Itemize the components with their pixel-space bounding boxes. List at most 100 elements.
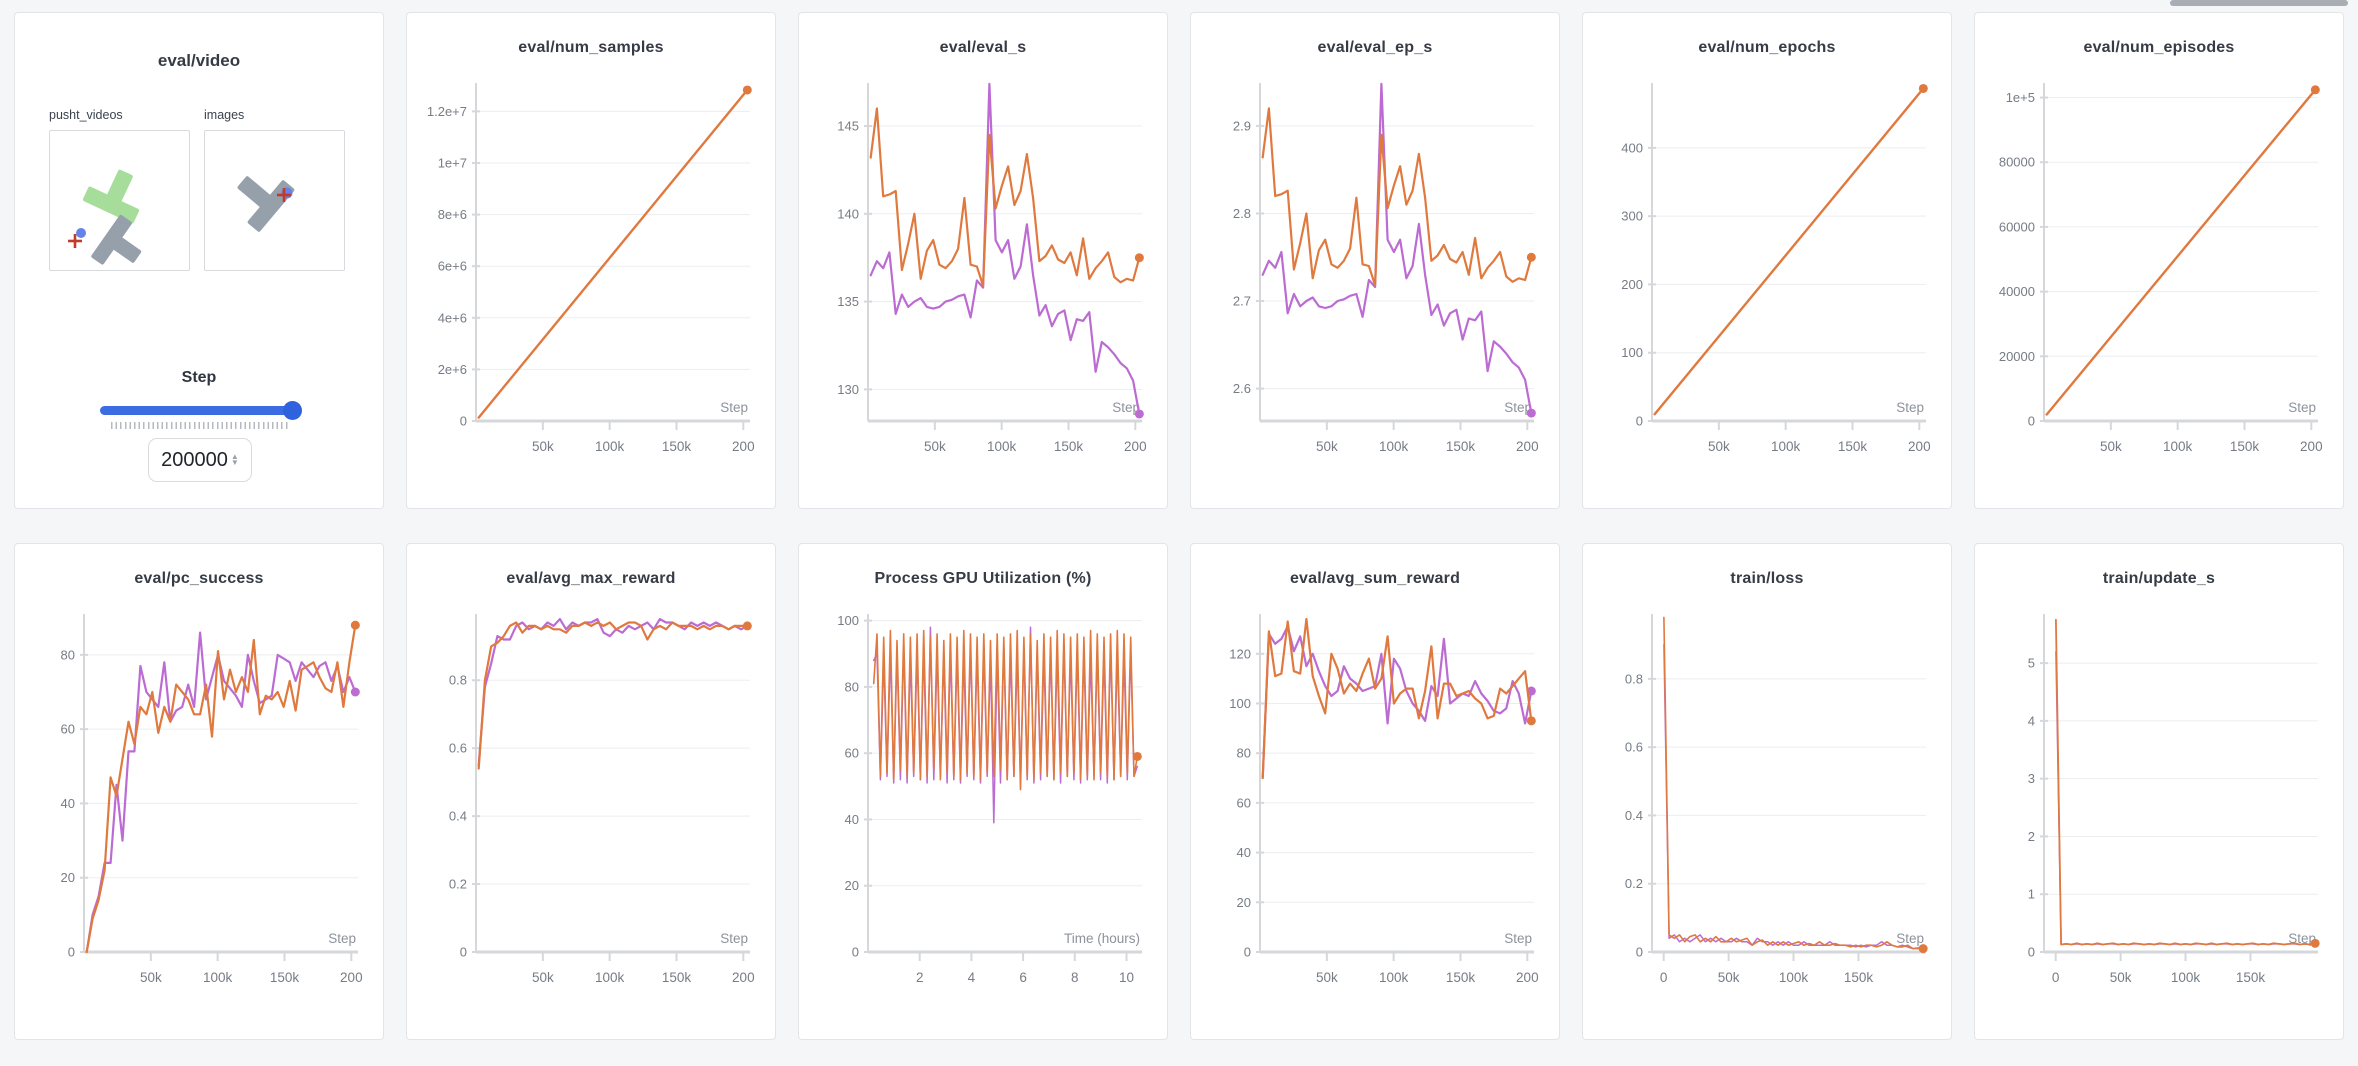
chart-title: Process GPU Utilization (%) — [874, 570, 1092, 587]
thumb-label-images: images — [204, 108, 245, 122]
chart-plot-train-update-s[interactable]: 0 1 2 3 4 5 0 50k 100k 150k Step — [1986, 602, 2332, 1002]
chart-plot-eval-avg-max-reward[interactable]: 0 0.2 0.4 0.6 0.8 50k 100k 150k 200 Step — [418, 602, 764, 1002]
svg-text:100k: 100k — [595, 439, 625, 454]
chart-plot-gpu-utilization[interactable]: 0 20 40 60 80 100 2 4 6 8 10 Time (hours) — [810, 602, 1156, 1002]
svg-text:80000: 80000 — [1999, 155, 2035, 170]
chart-plot-eval-num-epochs[interactable]: 0 100 200 300 400 50k 100k 150k 200 Step — [1594, 71, 1940, 471]
svg-text:2e+6: 2e+6 — [438, 362, 467, 377]
svg-text:60000: 60000 — [1999, 219, 2035, 234]
svg-text:Step: Step — [1112, 400, 1140, 415]
chart-card-eval-avg-max-reward: eval/avg_max_reward 0 0.2 0.4 0.6 0.8 50k 100k… — [406, 543, 776, 1040]
svg-text:1.2e+7: 1.2e+7 — [427, 104, 467, 119]
chart-title: eval/pc_success — [134, 570, 264, 587]
svg-text:150k: 150k — [1844, 970, 1874, 985]
svg-text:120: 120 — [1229, 646, 1251, 661]
svg-text:100k: 100k — [1771, 439, 1801, 454]
chart-plot-eval-eval-s[interactable]: 130 135 140 145 50k 100k 150k 200 Step — [810, 71, 1156, 471]
svg-text:Time (hours): Time (hours) — [1064, 931, 1140, 946]
svg-text:200: 200 — [732, 439, 755, 454]
svg-text:3: 3 — [2028, 771, 2035, 786]
svg-text:80: 80 — [61, 647, 75, 662]
step-slider-track[interactable] — [100, 401, 302, 420]
svg-text:200: 200 — [1124, 439, 1147, 454]
svg-text:0: 0 — [852, 945, 859, 960]
pusht-image-render — [237, 176, 295, 232]
svg-text:0.2: 0.2 — [449, 877, 467, 892]
chart-title: eval/num_epochs — [1698, 39, 1836, 56]
svg-text:1e+5: 1e+5 — [2006, 90, 2035, 105]
svg-text:200: 200 — [1621, 277, 1643, 292]
svg-text:50k: 50k — [1718, 970, 1740, 985]
svg-text:150k: 150k — [1446, 970, 1476, 985]
svg-text:2: 2 — [916, 970, 924, 985]
svg-text:2.8: 2.8 — [1233, 206, 1251, 221]
svg-text:150k: 150k — [2236, 970, 2266, 985]
svg-text:150k: 150k — [1838, 439, 1868, 454]
svg-text:Step: Step — [1896, 400, 1924, 415]
svg-text:100k: 100k — [1379, 970, 1409, 985]
svg-text:50k: 50k — [924, 439, 946, 454]
video-thumbnail-pusht[interactable] — [49, 130, 190, 271]
svg-text:2.6: 2.6 — [1233, 381, 1251, 396]
svg-text:2.7: 2.7 — [1233, 294, 1251, 309]
chart-card-eval-num-episodes: eval/num_episodes 0 20000 40000 60000 80000 1… — [1974, 12, 2344, 509]
chart-plot-train-loss[interactable]: 0 0.2 0.4 0.6 0.8 0 50k 100k 150k Step — [1594, 602, 1940, 1002]
chart-plot-eval-num-episodes[interactable]: 0 20000 40000 60000 80000 1e+5 50k 100k 150k 200 S… — [1986, 71, 2332, 471]
svg-text:40000: 40000 — [1999, 284, 2035, 299]
svg-text:80: 80 — [845, 679, 859, 694]
svg-text:0.8: 0.8 — [1625, 671, 1643, 686]
svg-text:50k: 50k — [2100, 439, 2122, 454]
svg-text:150k: 150k — [1446, 439, 1476, 454]
step-value: 200000 — [161, 448, 228, 471]
horizontal-scrollbar-thumb[interactable] — [2170, 0, 2348, 6]
svg-text:40: 40 — [61, 796, 75, 811]
media-card-eval-video: eval/video pusht_videos images — [14, 12, 384, 509]
svg-text:0: 0 — [2052, 970, 2060, 985]
chart-card-eval-num-epochs: eval/num_epochs 0 100 200 300 400 50k 100k 150k… — [1582, 12, 1952, 509]
image-thumbnail[interactable] — [204, 130, 345, 271]
chart-plot-eval-eval-ep-s[interactable]: 2.6 2.7 2.8 2.9 50k 100k 150k 200 Step — [1202, 71, 1548, 471]
chart-card-gpu-utilization: Process GPU Utilization (%) 0 20 40 60 80 100… — [798, 543, 1168, 1040]
svg-text:40: 40 — [1237, 845, 1251, 860]
svg-text:2.9: 2.9 — [1233, 118, 1251, 133]
svg-text:300: 300 — [1621, 209, 1643, 224]
chart-card-train-loss: train/loss 0 0.2 0.4 0.6 0.8 0 50k 100k 150k Step — [1582, 543, 1952, 1040]
step-slider-thumb[interactable] — [283, 401, 302, 420]
step-slider-ticks — [111, 422, 289, 429]
chart-card-eval-pc-success: eval/pc_success 0 20 40 60 80 50k 100k 150k 200 S… — [14, 543, 384, 1040]
chart-plot-eval-avg-sum-reward[interactable]: 0 20 40 60 80 100 120 50k 100k 150k 200 Step — [1202, 602, 1548, 1002]
svg-text:150k: 150k — [1054, 439, 1084, 454]
svg-text:Step: Step — [1504, 400, 1532, 415]
svg-text:0: 0 — [460, 945, 467, 960]
panel-title: eval/video — [157, 51, 241, 70]
pusht-render — [68, 169, 142, 265]
chart-plot-eval-num-samples[interactable]: 0 2e+6 4e+6 6e+6 8e+6 1e+7 1.2e+7 50k 100k 150k 20… — [418, 71, 764, 471]
svg-text:80: 80 — [1237, 746, 1251, 761]
svg-text:200: 200 — [340, 970, 363, 985]
svg-text:1: 1 — [2028, 887, 2035, 902]
svg-text:200: 200 — [732, 970, 755, 985]
svg-text:0.4: 0.4 — [1625, 808, 1643, 823]
svg-text:50k: 50k — [140, 970, 162, 985]
svg-text:4: 4 — [968, 970, 976, 985]
svg-text:100k: 100k — [987, 439, 1017, 454]
step-number-input[interactable]: 200000 ▲ ▼ — [148, 438, 252, 482]
svg-text:50k: 50k — [2110, 970, 2132, 985]
svg-text:0.6: 0.6 — [1625, 740, 1643, 755]
svg-text:100: 100 — [1229, 696, 1251, 711]
stepper-arrows-icon[interactable]: ▲ ▼ — [230, 452, 239, 467]
chart-card-eval-avg-sum-reward: eval/avg_sum_reward 0 20 40 60 80 100 120 50k 10… — [1190, 543, 1560, 1040]
svg-text:150k: 150k — [270, 970, 300, 985]
svg-text:Step: Step — [1896, 931, 1924, 946]
svg-text:8: 8 — [1071, 970, 1079, 985]
chart-plot-eval-pc-success[interactable]: 0 20 40 60 80 50k 100k 150k 200 Step — [26, 602, 372, 1002]
svg-text:0: 0 — [2028, 414, 2035, 429]
svg-text:20: 20 — [61, 870, 75, 885]
svg-text:0.8: 0.8 — [449, 673, 467, 688]
svg-text:140: 140 — [837, 206, 859, 221]
svg-text:4e+6: 4e+6 — [438, 310, 467, 325]
svg-text:100k: 100k — [595, 970, 625, 985]
svg-text:40: 40 — [845, 812, 859, 827]
chart-card-eval-num-samples: eval/num_samples 0 2e+6 4e+6 6e+6 8e+6 1e+7 1.… — [406, 12, 776, 509]
svg-text:50k: 50k — [532, 439, 554, 454]
